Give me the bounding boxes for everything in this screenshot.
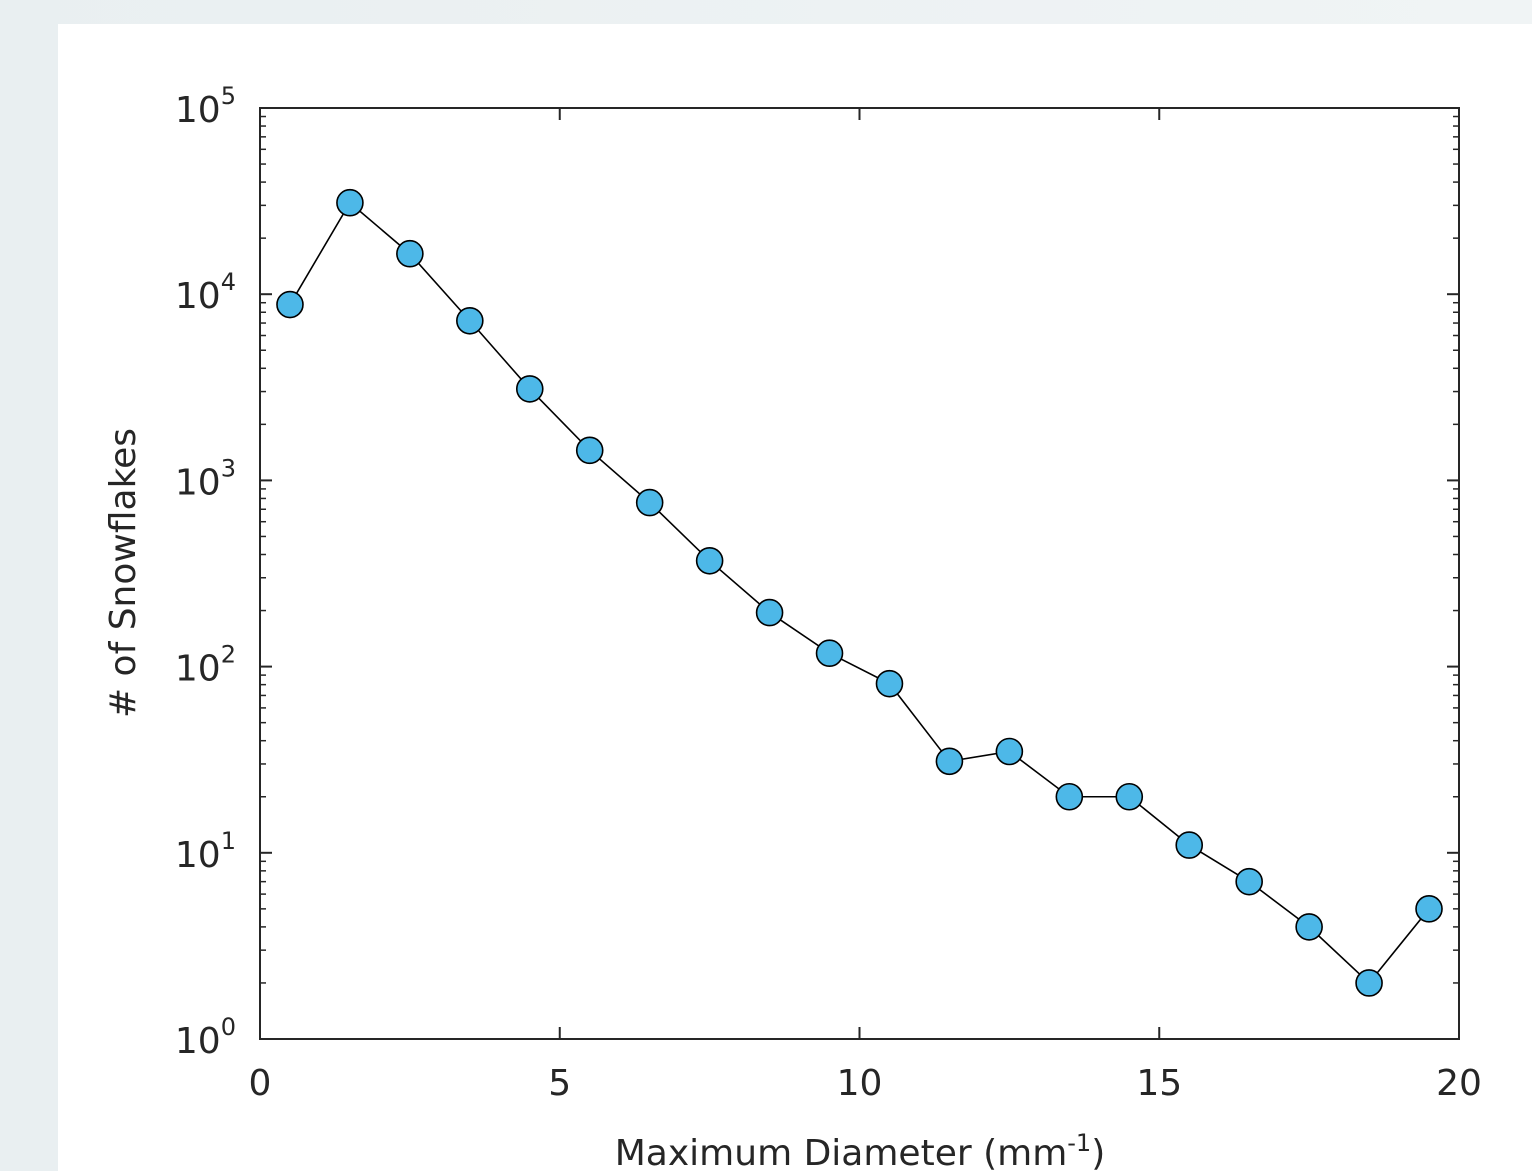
data-point-17 bbox=[1295, 913, 1323, 941]
data-point-11 bbox=[935, 747, 964, 776]
data-point-14 bbox=[1115, 782, 1144, 811]
data-point-0 bbox=[276, 290, 304, 319]
y-axis-title: # of Snowflakes bbox=[103, 428, 144, 718]
y-tick-label-0: 100 bbox=[175, 1013, 236, 1062]
data-point-1 bbox=[336, 188, 364, 217]
figure-panel bbox=[58, 24, 1532, 1171]
x-tick-label-4: 20 bbox=[1436, 1063, 1482, 1104]
minor-ticks bbox=[260, 115, 1459, 984]
x-axis-title: Maximum Diameter (mm-1) bbox=[615, 1129, 1106, 1171]
y-tick-label-3: 103 bbox=[175, 454, 236, 503]
data-point-18 bbox=[1355, 969, 1383, 997]
data-point-4 bbox=[515, 375, 544, 403]
major-ticks bbox=[259, 107, 1460, 1040]
x-tick-label-1: 5 bbox=[548, 1063, 571, 1104]
data-point-16 bbox=[1235, 867, 1263, 896]
x-tick-labels: 0 5 10 15 20 bbox=[249, 1063, 1482, 1104]
x-tick-label-0: 0 bbox=[249, 1063, 272, 1104]
data-point-2 bbox=[396, 239, 424, 268]
data-point-13 bbox=[1055, 782, 1084, 811]
data-point-5 bbox=[575, 436, 604, 465]
data-point-7 bbox=[695, 547, 724, 575]
data-point-6 bbox=[635, 488, 664, 517]
x-tick-label-3: 15 bbox=[1136, 1063, 1182, 1104]
data-point-15 bbox=[1175, 831, 1204, 859]
x-tick-label-2: 10 bbox=[837, 1063, 883, 1104]
y-tick-label-4: 104 bbox=[175, 268, 236, 317]
data-point-9 bbox=[815, 639, 844, 668]
y-tick-label-1: 101 bbox=[175, 827, 236, 876]
data-point-3 bbox=[456, 306, 484, 335]
y-tick-label-5: 105 bbox=[175, 82, 236, 131]
y-tick-label-2: 102 bbox=[175, 641, 236, 690]
data-point-19 bbox=[1415, 895, 1443, 923]
y-tick-labels: 100 101 102 103 104 105 bbox=[175, 82, 236, 1062]
data-point-8 bbox=[755, 598, 784, 627]
data-markers bbox=[276, 188, 1443, 997]
plot-area-box bbox=[259, 107, 1460, 1040]
data-point-10 bbox=[875, 669, 904, 698]
data-point-12 bbox=[995, 737, 1024, 766]
